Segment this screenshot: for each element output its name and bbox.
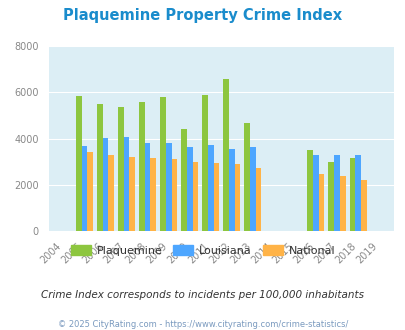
Bar <box>312 155 318 231</box>
Bar <box>186 148 192 231</box>
Bar <box>360 180 366 231</box>
Bar <box>102 138 108 231</box>
Text: © 2025 CityRating.com - https://www.cityrating.com/crime-statistics/: © 2025 CityRating.com - https://www.city… <box>58 320 347 329</box>
Bar <box>192 162 198 231</box>
Bar <box>307 150 312 231</box>
Text: Crime Index corresponds to incidents per 100,000 inhabitants: Crime Index corresponds to incidents per… <box>41 290 364 300</box>
Bar <box>139 102 145 231</box>
Bar <box>223 79 228 231</box>
Bar <box>97 104 102 231</box>
Bar <box>339 177 345 231</box>
Bar <box>108 155 114 231</box>
Bar <box>349 158 354 231</box>
Bar <box>202 95 207 231</box>
Text: Plaquemine Property Crime Index: Plaquemine Property Crime Index <box>63 8 342 23</box>
Bar <box>354 155 360 231</box>
Bar <box>145 143 150 231</box>
Bar <box>76 96 81 231</box>
Bar <box>87 152 93 231</box>
Bar <box>244 123 249 231</box>
Bar <box>207 145 213 231</box>
Bar <box>165 143 171 231</box>
Bar <box>318 174 324 231</box>
Legend: Plaquemine, Louisiana, National: Plaquemine, Louisiana, National <box>66 241 339 260</box>
Bar <box>129 157 135 231</box>
Bar <box>333 154 339 231</box>
Bar <box>160 97 165 231</box>
Bar <box>234 164 240 231</box>
Bar <box>249 148 255 231</box>
Bar <box>328 162 333 231</box>
Bar <box>171 159 177 231</box>
Bar <box>124 137 129 231</box>
Bar <box>150 158 156 231</box>
Bar <box>213 163 219 231</box>
Bar <box>81 146 87 231</box>
Bar <box>118 108 124 231</box>
Bar <box>255 168 261 231</box>
Bar <box>228 149 234 231</box>
Bar <box>181 129 186 231</box>
